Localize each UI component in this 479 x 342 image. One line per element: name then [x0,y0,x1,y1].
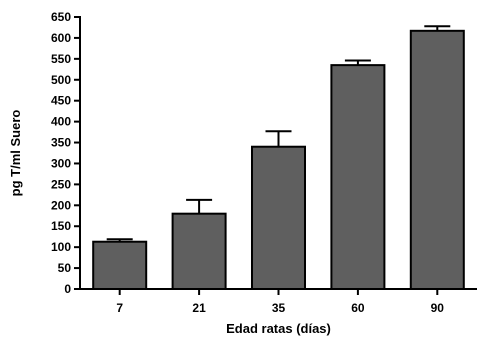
y-tick-label: 50 [58,261,72,275]
bar-90 [409,29,465,290]
y-tick-label: 450 [51,94,71,108]
y-tick-label: 350 [51,136,71,150]
y-tick-label: 600 [51,31,71,45]
x-axis-title: Edad ratas (días) [226,321,331,336]
y-tick-label: 100 [51,240,71,254]
y-tick-label: 550 [51,52,71,66]
y-tick-label: 400 [51,115,71,129]
y-tick-label: 150 [51,219,71,233]
y-tick-label: 0 [64,282,71,296]
y-axis-ticks: 0 50 100 150 200 250 300 350 400 450 500 550 600 650 [51,10,80,296]
x-tick-label: 7 [116,301,123,315]
x-tick-label: 35 [272,301,286,315]
bars [92,29,465,291]
x-tick-label: 90 [431,301,445,315]
bar-35 [251,145,306,290]
bar-7 [92,240,148,291]
x-axis-ticks: 7 21 35 60 90 [116,289,444,315]
x-tick-label: 21 [192,301,206,315]
y-axis-title: pg T/ml Suero [8,110,23,197]
y-tick-label: 650 [51,10,71,24]
y-tick-label: 300 [51,156,71,170]
y-tick-label: 500 [51,73,71,87]
y-tick-label: 200 [51,198,71,212]
bar-21 [171,212,227,290]
y-tick-label: 250 [51,177,71,191]
x-tick-label: 60 [351,301,365,315]
bar-60 [330,64,386,290]
error-bars [106,25,451,242]
